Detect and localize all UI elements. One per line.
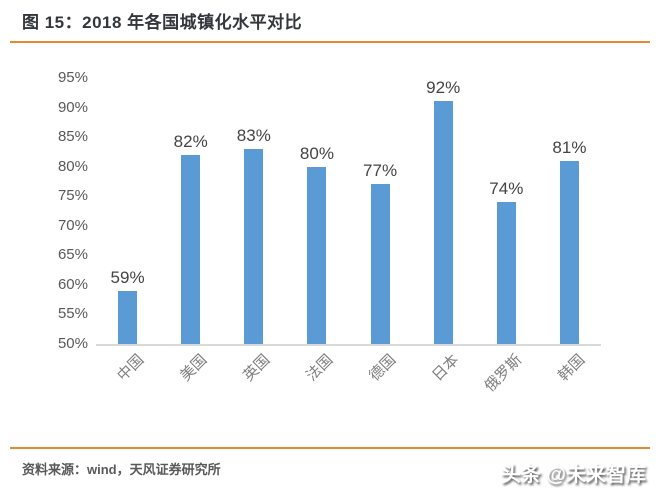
title-divider-line [10,41,650,43]
y-axis-tick-label: 55% [57,305,88,323]
y-axis-tick-label: 80% [57,157,88,175]
x-axis-category-label: 中国 [113,351,147,385]
y-axis-tick-label: 90% [57,98,88,116]
bar-value-label: 83% [236,125,271,145]
bar-value-label: 82% [173,131,208,151]
bar [370,184,390,344]
bar [244,148,264,344]
bar-value-label: 80% [299,143,334,163]
bar-value-label: 92% [426,78,461,97]
x-axis-category-label: 德国 [366,351,400,385]
bar [433,101,453,344]
bar [118,290,138,344]
x-axis-category-label: 韩国 [555,351,589,385]
bar-slot: 83% [222,78,285,344]
bar-value-label: 74% [489,179,524,199]
bar-value-label: 59% [110,267,145,287]
y-axis-tick-label: 65% [57,246,88,264]
y-axis-tick-label: 70% [57,216,88,234]
bar-slot: 80% [285,78,348,344]
y-axis-tick-label: 85% [57,128,88,146]
y-axis-tick-label: 75% [57,187,88,205]
bar-slot: 77% [349,78,412,344]
y-axis-tick-label: 95% [57,69,88,86]
bar-value-label: 81% [552,137,587,157]
bar-slot: 74% [475,78,538,344]
footer-divider-line [10,447,650,449]
bar-slot: 82% [159,78,222,344]
y-axis-tick-label: 50% [57,335,88,352]
y-axis-tick-label: 60% [57,275,88,293]
bar [307,166,327,344]
bar-value-label: 77% [363,161,398,181]
x-axis-category-label: 日本 [429,351,463,385]
bar-slot: 92% [412,78,475,344]
x-axis-category-label: 英国 [239,351,274,385]
bar-slot: 81% [538,78,601,344]
x-axis-category-label: 美国 [176,351,211,385]
bar [559,160,579,344]
bar [181,154,201,344]
plot-area: 59% 82% 83% 80% 77% 92% 74% 81% [96,78,601,346]
watermark-text: 头条 @未来智库 [500,464,646,486]
x-axis-category-label: 法国 [303,351,337,385]
source-note: 资料来源：wind，天风证券研究所 [22,462,221,477]
chart-title: 图 15：2018 年各国城镇化水平对比 [22,13,303,32]
bar-slot: 59% [96,78,159,344]
bar [496,202,516,344]
x-axis-category-label: 俄罗斯 [481,351,526,396]
